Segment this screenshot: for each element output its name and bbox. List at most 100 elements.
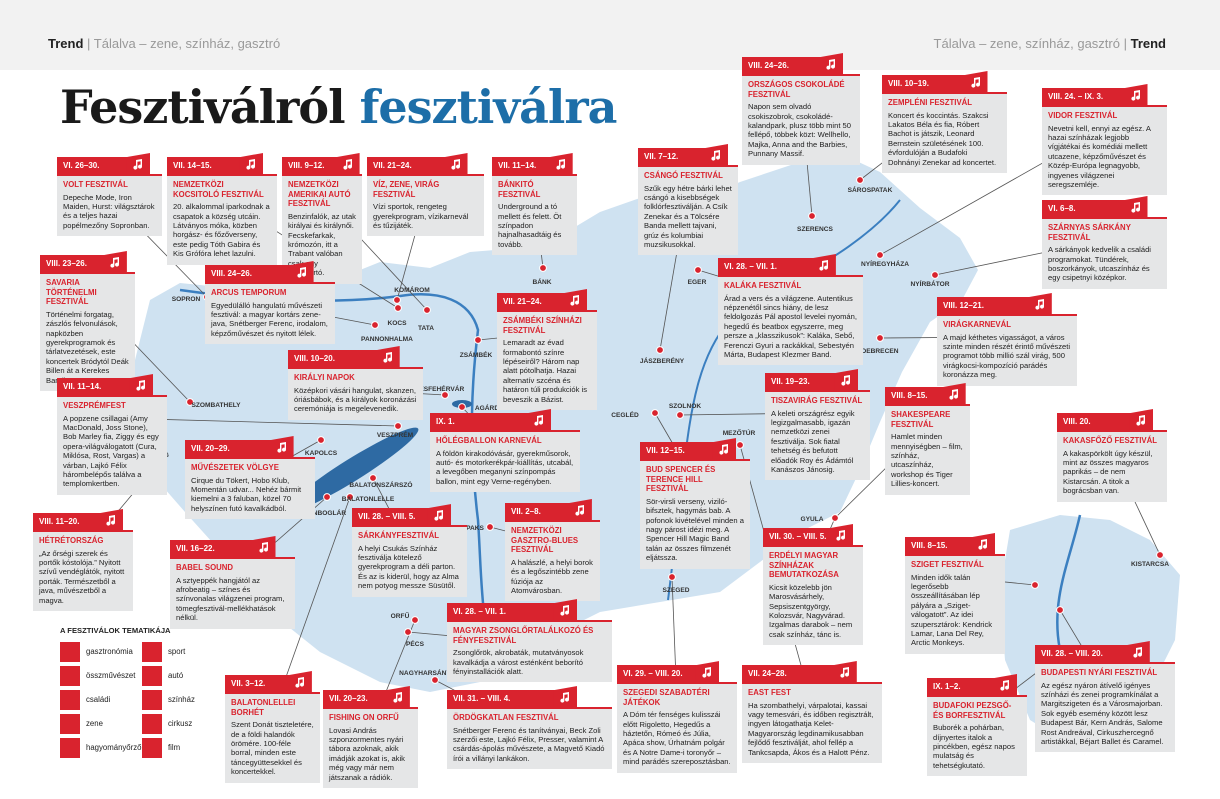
card-body: ARCUS TEMPORUM Egyedülálló hangulatú művé…	[205, 282, 335, 345]
date-tab: VIII. 10–19.	[882, 71, 988, 92]
icon-glyph	[434, 510, 444, 521]
card-body: TISZAVIRÁG FESZTIVÁL A keleti országrész …	[765, 390, 870, 481]
town-dot	[539, 264, 547, 272]
icon-shape	[819, 260, 828, 271]
date-tab: VI. 6–8.	[1042, 196, 1148, 217]
icon-glyph	[949, 389, 958, 400]
festival-date: VIII. 8–15.	[911, 541, 948, 550]
theme-icon	[102, 251, 127, 272]
lake	[285, 427, 419, 513]
icon-shape	[970, 77, 980, 88]
legend-swatch	[60, 713, 80, 734]
section: Trend	[1130, 36, 1166, 51]
town-label: SZEGED	[662, 587, 689, 594]
festival-name: MAGYAR ZSONGLŐRTALÁLKOZÓ ÉS FÉNYFESZTIVÁ…	[453, 626, 594, 645]
title-part: fesztiválra	[359, 80, 618, 134]
legend-swatch	[60, 689, 80, 710]
icon-glyph	[258, 542, 268, 553]
icon-shape	[1133, 647, 1142, 658]
icon-shape	[836, 530, 846, 541]
festival-text: Cirque du Tökert, Hobo Klub, Momentán ud…	[191, 475, 302, 513]
festival-name: ZEMPLÉNI FESZTIVÁL	[888, 98, 973, 107]
festival-date: VI. 6–8.	[1048, 204, 1076, 213]
venue-dot	[1056, 606, 1064, 614]
festival-date: VIII. 23–26.	[46, 259, 87, 268]
town-label: NYÍRBÁTOR	[910, 279, 949, 288]
icon-glyph	[560, 692, 570, 703]
icon-glyph	[1136, 415, 1146, 426]
date-tab: VI. 28. – VII. 1.	[718, 254, 836, 275]
icon-glyph	[841, 375, 851, 386]
festival-date: VI. 28. – VII. 1.	[453, 607, 506, 616]
icon-glyph	[136, 380, 146, 391]
icon-glyph	[819, 260, 828, 271]
legend-label: hagyományőrző	[86, 743, 142, 752]
festival-card: VII. 11–14. BÁNKITÓ FESZTIVÁL Underground …	[492, 153, 577, 256]
festival-card: VIII. 8–15. SHAKESPEARE FESZTIVÁL Hamlet m…	[885, 383, 970, 495]
icon-glyph	[276, 442, 286, 453]
festival-date: VIII. 9–12.	[288, 161, 325, 170]
festival-card: VI. 28. – VII. 1. MAGYAR ZSONGLŐRTALÁLKOZ…	[447, 599, 612, 683]
theme-icon	[1125, 641, 1150, 662]
theme-icon	[941, 383, 966, 404]
festival-name: ORSZÁGOS CSOKOLÁDÉ FESZTIVÁL	[748, 80, 845, 99]
festival-date: VI. 28. – VII. 1.	[724, 262, 777, 271]
icon-shape	[434, 510, 444, 521]
festival-date: VII. 3–12.	[231, 679, 266, 688]
legend-swatch	[142, 689, 162, 710]
section: Trend	[48, 36, 84, 51]
date-tab: IX. 1.	[430, 409, 551, 430]
theme-icon	[375, 346, 400, 367]
festival-text: Depeche Mode, Iron Maiden, Hurst: világs…	[63, 192, 155, 230]
town-label: JÁSZBERÉNY	[640, 356, 685, 365]
icon-shape	[1130, 202, 1140, 213]
festival-card: VI. 28. – VII. 1. KALÁKA FESZTIVÁL Árad a …	[718, 254, 863, 366]
icon-glyph	[1035, 299, 1044, 310]
icon-shape	[978, 539, 988, 550]
festival-name: NEMZETKÖZI AMERIKAI AUTÓ FESZTIVÁL	[288, 180, 351, 209]
festival-name: SHAKESPEARE FESZTIVÁL	[891, 410, 951, 429]
icon-shape	[556, 159, 565, 170]
town-dot	[431, 676, 439, 684]
festival-text: Zsonglőrök, akrobaták, mutatványosok kav…	[453, 648, 584, 676]
theme-icon	[963, 71, 988, 92]
icon-glyph	[840, 667, 849, 678]
date-tab: VIII. 12–21.	[937, 293, 1052, 314]
legend-item: színház	[142, 689, 224, 713]
festival-date: VIII. 11–20.	[39, 517, 80, 526]
icon-glyph	[393, 692, 402, 703]
icon-shape	[258, 542, 268, 553]
icon-glyph	[978, 539, 988, 550]
icon-shape	[393, 692, 402, 703]
card-body: ORSZÁGOS CSOKOLÁDÉ FESZTIVÁL Napon sem ol…	[742, 74, 860, 165]
date-tab: VIII. 24–26.	[742, 53, 844, 74]
festival-date: VI. 26–30.	[63, 161, 100, 170]
theme-icon	[971, 533, 995, 554]
town-dot	[323, 493, 331, 501]
town-label: KISTARCSA	[1131, 561, 1169, 568]
icon-glyph	[575, 505, 584, 516]
card-body: CSÁNGÓ FESZTIVÁL Szűk egy hétre bárki leh…	[638, 165, 738, 256]
legend-item: cirkusz	[142, 713, 224, 737]
theme-icon	[993, 674, 1017, 695]
date-tab: VI. 29. – VIII. 20.	[617, 661, 720, 682]
theme-icon	[704, 144, 728, 165]
icon-shape	[276, 442, 286, 453]
festival-name: CSÁNGÓ FESZTIVÁL	[644, 171, 723, 180]
festival-name: FISHING ON ORFŰ	[329, 713, 399, 722]
date-tab: VII. 28. – VIII. 5.	[352, 504, 452, 525]
legend-swatch	[142, 737, 162, 758]
town-dot	[668, 573, 676, 581]
festival-date: VII. 14–15.	[173, 161, 212, 170]
card-body: SHAKESPEARE FESZTIVÁL Hamlet minden menny…	[885, 404, 970, 495]
town-dot	[676, 411, 684, 419]
festival-text: Szűk egy hétre bárki lehet csángó a kise…	[644, 183, 732, 250]
icon-glyph	[450, 159, 460, 170]
town-dot	[651, 409, 659, 417]
festival-name: MŰVÉSZETEK VÖLGYE	[191, 463, 279, 472]
date-tab: VIII. 8–15.	[885, 383, 966, 404]
town-dot	[876, 334, 884, 342]
festival-date: VII. 21–24.	[503, 297, 542, 306]
icon-glyph	[133, 159, 143, 170]
icon-shape	[106, 515, 116, 526]
